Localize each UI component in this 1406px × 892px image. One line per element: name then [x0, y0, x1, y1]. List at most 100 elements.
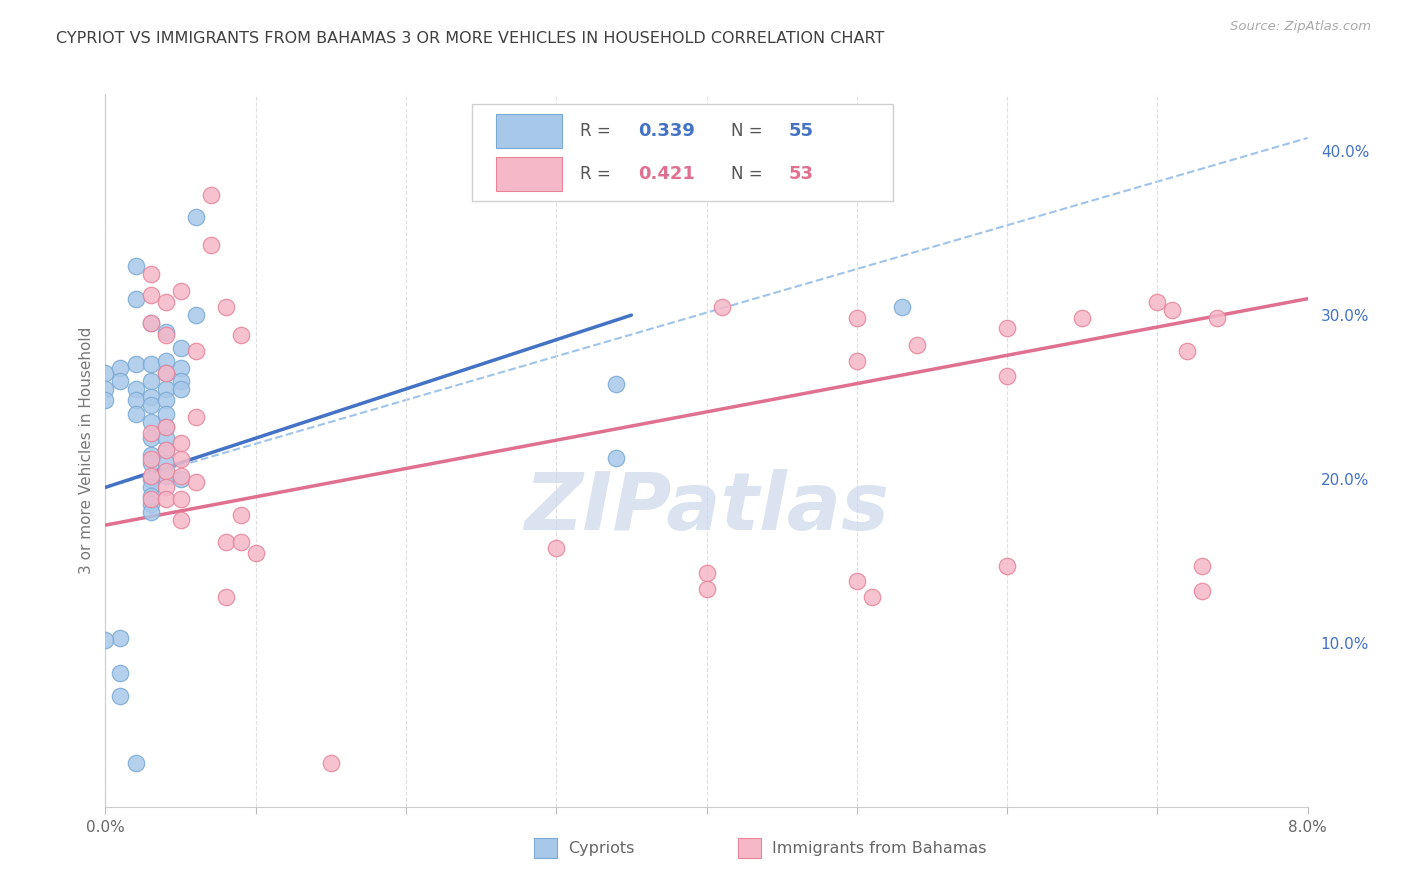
Point — [995, 321, 1018, 335]
Point — [139, 316, 162, 330]
Point — [169, 284, 191, 298]
Point — [169, 341, 191, 355]
Point — [110, 360, 132, 375]
Point — [214, 534, 236, 549]
FancyBboxPatch shape — [472, 104, 893, 201]
Point — [169, 472, 191, 486]
Point — [229, 508, 252, 523]
Text: 0.339: 0.339 — [638, 122, 695, 140]
Point — [905, 337, 928, 351]
Point — [155, 325, 177, 339]
Point — [155, 419, 177, 434]
Point — [155, 354, 177, 368]
Point — [124, 292, 146, 306]
Point — [1146, 295, 1168, 310]
Point — [110, 374, 132, 388]
Point — [169, 360, 191, 375]
Point — [94, 393, 117, 408]
Point — [124, 407, 146, 421]
Point — [110, 689, 132, 703]
Point — [94, 632, 117, 647]
Point — [139, 374, 162, 388]
Point — [139, 497, 162, 511]
Point — [155, 491, 177, 506]
Point — [890, 300, 912, 314]
Point — [155, 295, 177, 310]
Point — [995, 368, 1018, 383]
Point — [229, 327, 252, 342]
Point — [245, 546, 267, 560]
Point — [319, 756, 342, 770]
Y-axis label: 3 or more Vehicles in Household: 3 or more Vehicles in Household — [79, 326, 94, 574]
Point — [139, 480, 162, 494]
Text: R =: R = — [581, 165, 616, 183]
Point — [200, 237, 222, 252]
Point — [169, 513, 191, 527]
Point — [155, 407, 177, 421]
Point — [155, 442, 177, 457]
Point — [155, 480, 177, 494]
Point — [845, 311, 868, 326]
Point — [124, 756, 146, 770]
Point — [124, 259, 146, 273]
Point — [184, 210, 207, 224]
Point — [139, 316, 162, 330]
Point — [845, 354, 868, 368]
Point — [169, 374, 191, 388]
Point — [229, 534, 252, 549]
Point — [1071, 311, 1094, 326]
Point — [155, 419, 177, 434]
Point — [139, 491, 162, 506]
Point — [184, 344, 207, 359]
Point — [139, 452, 162, 467]
Point — [139, 390, 162, 404]
Point — [139, 489, 162, 503]
Point — [214, 300, 236, 314]
Text: CYPRIOT VS IMMIGRANTS FROM BAHAMAS 3 OR MORE VEHICLES IN HOUSEHOLD CORRELATION C: CYPRIOT VS IMMIGRANTS FROM BAHAMAS 3 OR … — [56, 31, 884, 46]
Point — [200, 188, 222, 202]
Point — [1161, 303, 1184, 318]
Point — [139, 505, 162, 519]
Point — [139, 288, 162, 302]
Point — [169, 491, 191, 506]
Point — [155, 327, 177, 342]
Point — [139, 415, 162, 429]
Point — [94, 382, 117, 396]
Point — [169, 382, 191, 396]
Point — [184, 475, 207, 490]
Point — [214, 591, 236, 605]
Point — [139, 456, 162, 470]
Point — [845, 574, 868, 588]
Point — [94, 366, 117, 380]
Point — [155, 442, 177, 457]
Point — [139, 398, 162, 412]
FancyBboxPatch shape — [496, 114, 562, 148]
Text: N =: N = — [731, 122, 768, 140]
Text: 0.421: 0.421 — [638, 165, 695, 183]
Point — [546, 541, 568, 555]
Point — [710, 300, 733, 314]
Point — [155, 469, 177, 483]
Point — [139, 448, 162, 462]
Point — [124, 382, 146, 396]
Point — [184, 409, 207, 424]
Point — [139, 472, 162, 486]
Point — [860, 591, 883, 605]
Point — [605, 377, 627, 392]
Point — [696, 566, 718, 580]
Point — [605, 450, 627, 465]
Point — [139, 426, 162, 441]
Point — [110, 665, 132, 680]
Point — [184, 308, 207, 322]
Text: Source: ZipAtlas.com: Source: ZipAtlas.com — [1230, 20, 1371, 33]
Point — [155, 456, 177, 470]
Text: ZIPatlas: ZIPatlas — [524, 468, 889, 547]
Point — [1175, 344, 1198, 359]
Point — [995, 559, 1018, 574]
Point — [139, 267, 162, 281]
Point — [139, 469, 162, 483]
Point — [155, 366, 177, 380]
Text: Immigrants from Bahamas: Immigrants from Bahamas — [772, 841, 987, 855]
Text: Cypriots: Cypriots — [568, 841, 634, 855]
Point — [155, 393, 177, 408]
